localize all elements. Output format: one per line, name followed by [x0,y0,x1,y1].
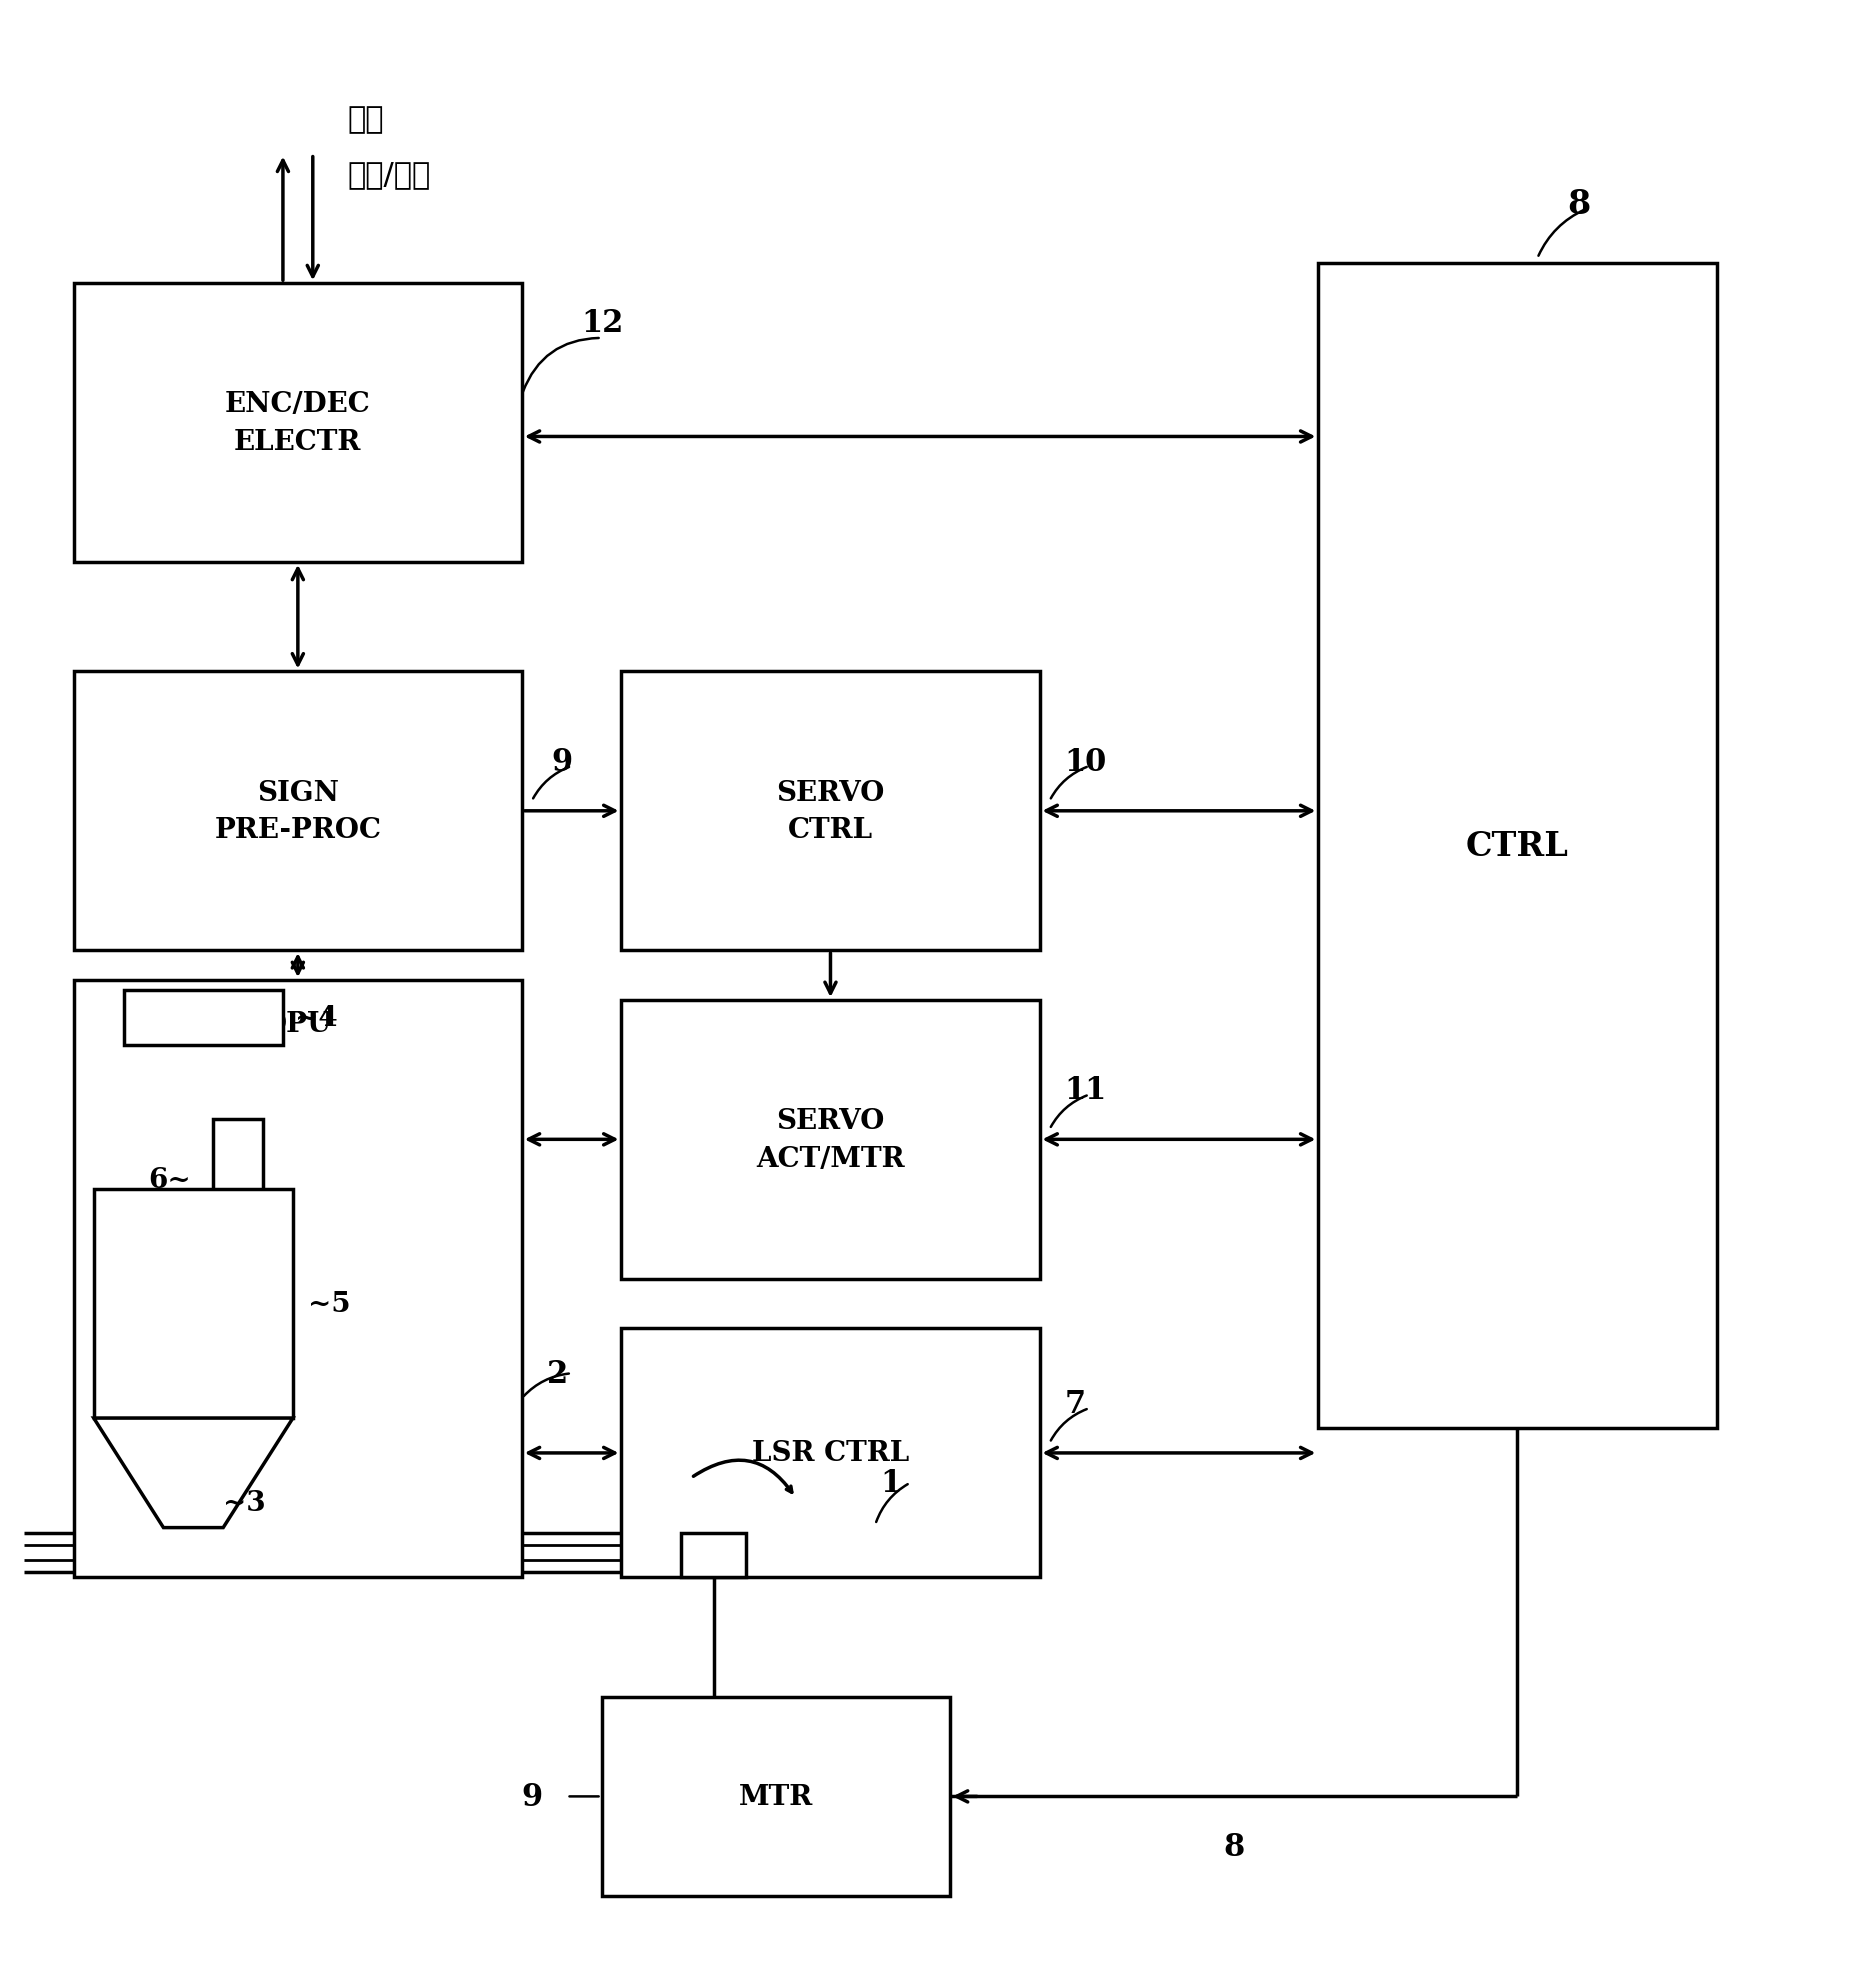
Bar [73,980,522,1578]
Text: 数据: 数据 [347,105,385,135]
Text: 12: 12 [582,309,625,339]
Text: SERVO
ACT/MTR: SERVO ACT/MTR [756,1107,904,1172]
Text: ~4: ~4 [295,1004,338,1032]
Bar [73,671,522,950]
Text: 8: 8 [1566,188,1591,222]
Text: 7: 7 [1064,1388,1086,1420]
Text: 输入/输出: 输入/输出 [347,160,431,188]
Bar [124,990,283,1045]
Text: OPU: OPU [263,1010,332,1038]
Text: 8: 8 [1223,1832,1244,1863]
Bar [681,1533,747,1578]
Text: 9: 9 [522,1780,542,1812]
Bar [73,283,522,562]
Text: SIGN
PRE-PROC: SIGN PRE-PROC [214,780,381,843]
Text: LSR CTRL: LSR CTRL [752,1439,910,1467]
Text: 1: 1 [880,1467,900,1499]
Text: SERVO
CTRL: SERVO CTRL [777,780,885,843]
Text: 2: 2 [546,1358,568,1390]
Bar [621,1329,1039,1578]
Bar [602,1697,949,1897]
Text: 11: 11 [1064,1075,1107,1105]
Text: CTRL: CTRL [1465,830,1568,863]
Bar [214,1121,263,1239]
Text: 10: 10 [1064,746,1107,776]
Text: 9: 9 [552,746,572,776]
Bar [621,671,1039,950]
Bar [94,1190,293,1418]
Bar [621,1000,1039,1279]
Text: ENC/DEC
ELECTR: ENC/DEC ELECTR [225,392,371,455]
Polygon shape [94,1418,293,1529]
Text: ~3: ~3 [223,1489,266,1517]
Text: ~5: ~5 [308,1291,351,1317]
Text: 6~: 6~ [148,1166,191,1194]
Text: MTR: MTR [739,1784,812,1810]
Bar [1319,263,1717,1428]
